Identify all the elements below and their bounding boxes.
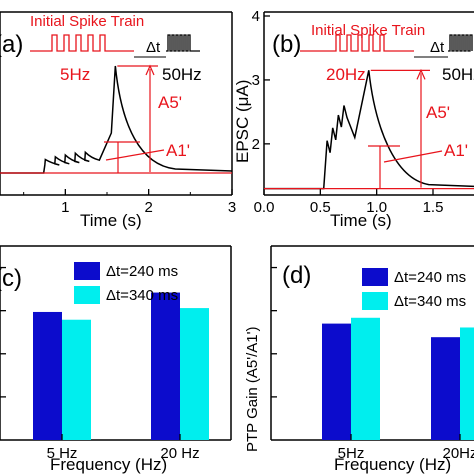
panel-b-a5-arrow-head	[416, 68, 426, 80]
panel-b-y-ticks: 2 3 4	[252, 8, 270, 153]
panel-a-a5-arrow-head	[145, 64, 155, 76]
panel-c-legend-swatch	[74, 286, 100, 304]
panel-c: 5 Hz 20 Hz Δt=240 ms Δt=340 ms (c) Frequen…	[0, 245, 232, 474]
panel-d-legend: Δt=240 ms Δt=340 ms	[362, 268, 466, 310]
panel-d-bar	[431, 337, 460, 440]
panel-a-x-ticks: 1 2 3	[23, 189, 236, 216]
panel-d-legend-swatch	[362, 268, 388, 286]
panel-b-y-label: EPSC (μA)	[233, 80, 252, 163]
panel-d-legend-label: Δt=240 ms	[394, 269, 466, 286]
panel-c-bars	[33, 292, 209, 440]
panel-d-y-label: PTP Gain (A5'/A1')	[244, 326, 261, 452]
panel-c-bar	[180, 308, 209, 440]
panel-b-rate-label: 20Hz	[326, 65, 366, 84]
panel-b-inset-probe-train	[448, 34, 473, 52]
panel-b-epsc-trace	[264, 70, 474, 190]
panel-d-bars	[322, 317, 474, 440]
panel-c-y-ticks	[0, 266, 6, 398]
panel-a-rate-label: 5Hz	[60, 65, 90, 84]
panel-d-label: (d)	[282, 262, 311, 289]
panel-a-inset-title: Initial Spike Train	[30, 13, 144, 30]
panel-b-annotations	[368, 68, 443, 189]
panel-a-epsc-trace	[0, 65, 233, 174]
panel-b-inset-title: Initial Spike Train	[311, 22, 425, 39]
panel-b-y-tick-label: 2	[252, 136, 260, 153]
panel-c-legend-swatch	[74, 262, 100, 280]
panel-c-legend-label: Δt=240 ms	[106, 263, 178, 280]
panel-b-y-tick-label: 4	[252, 8, 260, 25]
panel-b-x-tick-label: 0.5	[310, 199, 331, 216]
panel-b-inset-spike-train	[300, 34, 414, 52]
panel-d-bar	[351, 317, 380, 440]
panel-d: 5Hz 20Hz Δt=240 ms Δt=340 ms (d) PTP Gain …	[244, 245, 474, 474]
panel-c-x-label: Frequency (Hz)	[50, 455, 167, 474]
panel-a-a1-pointer	[105, 149, 165, 161]
panel-c-category-labels: 5 Hz 20 Hz	[47, 434, 200, 462]
panel-b-inset-delta: Δt	[430, 39, 445, 56]
panel-b-x-tick-label: 1.5	[423, 199, 444, 216]
panel-a-label-a1: A1'	[166, 141, 190, 160]
panel-d-category-labels: 5Hz 20Hz	[338, 434, 474, 462]
panel-b-x-tick-label: 1.0	[366, 199, 387, 216]
panel-a-rate2-label: 50Hz	[162, 65, 202, 84]
panel-b-label: (b)	[272, 31, 301, 58]
panel-a-x-tick-label: 3	[228, 199, 236, 216]
panel-b: 0.0 0.5 1.0 1.5 234 (b) EPSC (μA) Time (s) …	[233, 8, 474, 230]
panel-d-x-label: Frequency (Hz)	[334, 455, 451, 474]
panel-d-legend-label: Δt=340 ms	[394, 293, 466, 310]
panel-a: 123 (a) Time (s) Initial Spike Train Δt …	[0, 11, 236, 230]
panel-a-x-tick-label: 1	[61, 199, 69, 216]
panel-d-y-ticks	[271, 266, 277, 398]
panel-b-label-a5: A5'	[426, 103, 450, 122]
panel-b-x-label: Time (s)	[330, 211, 392, 230]
panel-a-label-a5: A5'	[158, 93, 182, 112]
panel-b-a1-pointer	[383, 150, 443, 163]
panel-c-legend: Δt=240 ms Δt=340 ms	[74, 262, 178, 304]
panel-a-annotations	[104, 64, 165, 173]
panel-d-category-label: 5Hz	[338, 445, 365, 462]
panel-c-bar	[62, 319, 91, 440]
panel-a-x-label: Time (s)	[80, 211, 142, 230]
panel-a-inset-delta: Δt	[146, 39, 161, 56]
panel-a-inset-spike-train	[30, 34, 134, 52]
panel-a-x-tick-label: 2	[144, 199, 152, 216]
panel-b-rate2-label: 50Hz	[442, 65, 474, 84]
panel-c-legend-label: Δt=340 ms	[106, 287, 178, 304]
panel-d-category-label: 20Hz	[442, 445, 474, 462]
panel-c-bar	[33, 311, 62, 440]
panel-c-bar	[151, 292, 180, 440]
panel-c-category-label: 20 Hz	[160, 445, 199, 462]
panel-d-bar	[460, 327, 474, 440]
panel-a-label: (a)	[0, 31, 23, 58]
panel-d-bar	[322, 323, 351, 440]
panel-c-label: (c)	[0, 265, 22, 292]
panel-c-category-label: 5 Hz	[47, 445, 78, 462]
panel-b-x-ticks: 0.0 0.5 1.0 1.5	[254, 189, 444, 216]
panel-d-legend-swatch	[362, 292, 388, 310]
panel-b-x-tick-label: 0.0	[254, 199, 275, 216]
panel-a-inset-probe-train	[166, 34, 200, 52]
panel-b-y-tick-label: 3	[252, 72, 260, 89]
panel-b-label-a1: A1'	[444, 141, 468, 160]
